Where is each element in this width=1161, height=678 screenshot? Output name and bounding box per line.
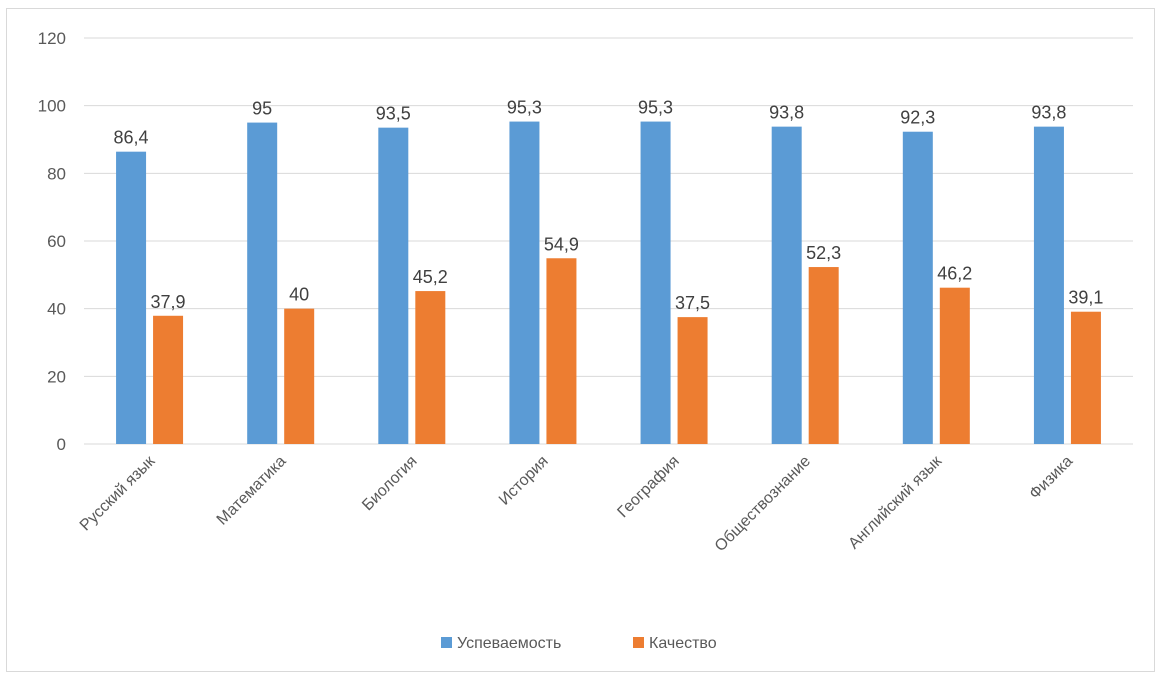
legend: Успеваемость Качество: [441, 635, 717, 652]
x-tick-label: Русский язык: [77, 452, 159, 534]
data-label: 92,3: [900, 108, 935, 128]
legend-entry: Качество: [649, 635, 717, 652]
data-label: 86,4: [114, 128, 149, 148]
data-label: 52,3: [806, 243, 841, 263]
bar: [153, 315, 184, 444]
bar: [1033, 126, 1064, 444]
y-tick-label: 80: [47, 164, 66, 183]
bar: [546, 258, 577, 444]
legend-swatch: [633, 637, 644, 648]
data-label: 46,2: [937, 264, 972, 284]
legend-swatch: [441, 637, 452, 648]
bar: [247, 122, 278, 444]
x-tick-label: Математика: [214, 453, 290, 529]
data-label: 54,9: [544, 234, 579, 254]
bar: [939, 287, 970, 444]
x-tick-label: Английский язык: [845, 452, 945, 552]
x-tick-label: Биология: [359, 453, 420, 514]
x-tick-label: Обществознание: [712, 453, 814, 555]
data-label: 40: [289, 285, 309, 305]
y-tick-label: 120: [38, 29, 66, 48]
bar: [116, 151, 147, 444]
gridlines: [84, 37, 1133, 445]
bar: [378, 127, 409, 445]
bar: [509, 121, 540, 445]
data-label: 45,2: [413, 267, 448, 287]
bar: [415, 291, 446, 444]
bar: [640, 121, 671, 445]
x-tick-label: Физика: [1026, 453, 1076, 503]
bar: [902, 131, 933, 445]
data-labels: 86,4 37,9 95 40 93,5 45,2 95,3 54,9 95,3 37,5 93,8…: [114, 98, 1104, 314]
data-label: 39,1: [1068, 288, 1103, 308]
data-label: 95: [252, 99, 272, 119]
y-tick-label: 60: [47, 232, 66, 251]
y-tick-label: 20: [47, 367, 66, 386]
bar: [677, 317, 708, 444]
data-label: 93,8: [1031, 103, 1066, 123]
data-label: 93,8: [769, 103, 804, 123]
x-tick-label: География: [614, 453, 682, 521]
y-axis: 0 20 40 60 80 100 120: [38, 29, 66, 454]
bar: [808, 267, 839, 444]
data-label: 93,5: [376, 104, 411, 124]
y-tick-label: 40: [47, 300, 66, 319]
bars: [116, 121, 1101, 445]
legend-entry: Успеваемость: [457, 635, 561, 652]
bar: [1070, 311, 1101, 444]
bar: [284, 308, 315, 444]
x-axis: Русский язык Математика Биология История Гео…: [77, 452, 1076, 555]
y-tick-label: 0: [57, 435, 66, 454]
bar: [771, 126, 802, 444]
data-label: 95,3: [638, 98, 673, 118]
data-label: 95,3: [507, 98, 542, 118]
data-label: 37,5: [675, 293, 710, 313]
y-tick-label: 100: [38, 97, 66, 116]
x-tick-label: История: [496, 453, 552, 509]
data-label: 37,9: [151, 292, 186, 312]
